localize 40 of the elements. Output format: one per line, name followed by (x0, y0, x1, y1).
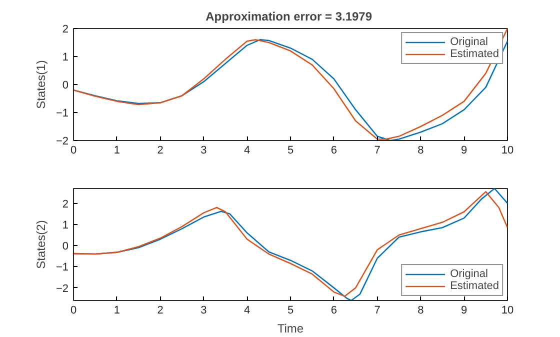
x-tick-label: 2 (157, 304, 164, 316)
x-tick-label: 9 (461, 144, 468, 156)
legend-label: Estimated (450, 280, 499, 292)
x-tick-label: 1 (114, 144, 120, 156)
x-tick-label: 1 (114, 304, 120, 316)
chart-title: Approximation error = 3.1979 (206, 10, 372, 24)
x-tick-label: 3 (200, 144, 207, 156)
y-tick-label: 2 (62, 198, 69, 210)
y-axis-title: States(1) (34, 60, 48, 109)
y-tick-label: 0 (62, 80, 69, 92)
x-tick-label: 8 (418, 144, 424, 156)
legend-label: Original (450, 268, 488, 280)
x-tick-label: 4 (244, 304, 250, 316)
x-tick-label: 3 (200, 304, 207, 316)
x-tick-label: 10 (501, 144, 514, 156)
x-tick-label: 8 (418, 304, 424, 316)
y-axis-title: States(2) (34, 220, 48, 269)
y-tick-label: −2 (56, 282, 69, 295)
x-tick-label: 0 (70, 304, 77, 316)
legend-label: Estimated (450, 48, 499, 60)
x-tick-label: 5 (287, 304, 294, 316)
x-tick-label: 7 (374, 304, 380, 316)
x-tick-label: 6 (330, 304, 337, 316)
y-tick-label: 2 (62, 24, 69, 36)
y-tick-label: 0 (62, 240, 69, 253)
x-tick-label: 5 (287, 144, 294, 156)
y-tick-label: −1 (56, 108, 69, 120)
x-axis-title: Time (277, 322, 304, 336)
x-tick-label: 2 (157, 144, 164, 156)
y-tick-label: 1 (62, 219, 69, 232)
x-tick-label: 0 (70, 144, 77, 156)
y-tick-label: 1 (62, 52, 69, 64)
x-tick-label: 7 (374, 144, 380, 156)
legend-label: Original (450, 36, 488, 48)
x-tick-label: 9 (461, 304, 468, 316)
x-tick-label: 6 (330, 144, 337, 156)
y-tick-label: −2 (56, 136, 69, 148)
x-tick-label: 10 (501, 304, 514, 316)
y-tick-label: −1 (56, 262, 69, 274)
x-tick-label: 4 (244, 144, 250, 156)
